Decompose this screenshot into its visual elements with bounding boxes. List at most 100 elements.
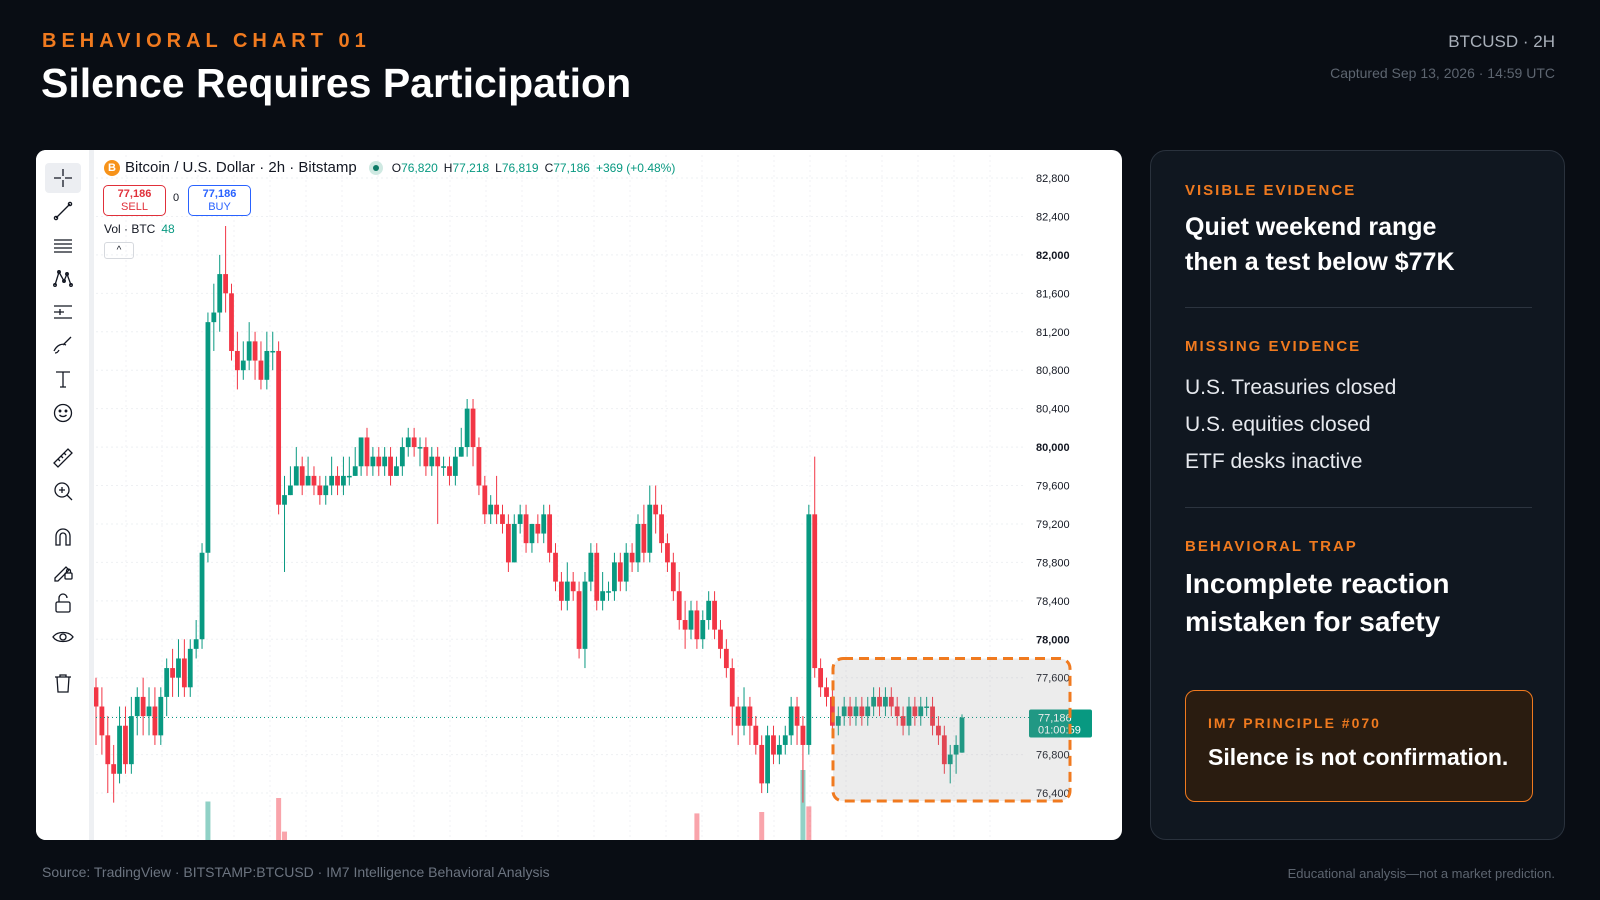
candle (193, 620, 199, 659)
candle (741, 687, 747, 736)
chart-kicker: BEHAVIORAL CHART 01 (42, 30, 371, 52)
candle (140, 677, 146, 736)
highlight-zone (831, 656, 1072, 803)
collapse-legend-button[interactable]: ^ (104, 242, 134, 259)
candle (117, 706, 122, 784)
candle (93, 677, 99, 745)
volume-label: Vol · BTC (104, 222, 156, 236)
candle (176, 639, 181, 697)
candle (936, 716, 941, 745)
candle (423, 437, 429, 476)
candle (588, 543, 594, 592)
y-tick-label: 78,400 (1036, 596, 1070, 608)
horizontal-lines-icon[interactable] (45, 230, 81, 260)
candle (953, 735, 959, 774)
y-tick-label: 78,800 (1036, 557, 1070, 569)
candle (800, 716, 806, 803)
candle (600, 571, 606, 611)
candle (723, 639, 729, 678)
candle (900, 706, 906, 736)
y-tick-label: 81,600 (1036, 288, 1070, 300)
candle (647, 485, 653, 563)
candle (700, 610, 706, 649)
volume-value: 48 (161, 222, 175, 236)
candle (930, 696, 935, 736)
market-status-icon[interactable] (368, 160, 383, 175)
candle (564, 562, 570, 611)
candle (123, 706, 128, 774)
emoji-icon[interactable] (45, 398, 81, 428)
behavioral-trap-text: Incomplete reaction mistaken for safety (1185, 568, 1450, 637)
candle (376, 447, 382, 476)
list-item: ETF desks inactive (1185, 450, 1363, 473)
volume-bar (806, 806, 812, 840)
candle (417, 437, 423, 467)
candle (399, 437, 405, 476)
candle (99, 687, 105, 755)
candle (612, 552, 617, 601)
candle (788, 696, 794, 745)
divider (1185, 307, 1532, 308)
candle (152, 687, 158, 745)
magnet-icon[interactable] (45, 522, 81, 552)
ruler-icon[interactable] (45, 443, 81, 473)
prediction-icon[interactable] (45, 297, 81, 327)
candle (447, 456, 452, 486)
y-tick-label: 82,000 (1036, 250, 1070, 262)
ohlc-open: O76,820 (391, 160, 438, 175)
y-tick-label: 79,600 (1036, 481, 1070, 493)
sell-label: SELL (121, 201, 148, 213)
trash-icon[interactable] (45, 668, 81, 698)
candle (665, 533, 670, 572)
candle (771, 725, 776, 765)
sell-button[interactable]: 77,186 SELL (103, 185, 166, 216)
candle (258, 341, 264, 390)
trend-line-icon[interactable] (45, 196, 81, 226)
volume-bar (282, 831, 288, 840)
missing-evidence-list: U.S. Treasuries closed U.S. equities clo… (1185, 369, 1396, 480)
candle (676, 571, 682, 630)
candle (246, 322, 252, 371)
candle (240, 341, 246, 380)
candle (853, 696, 859, 726)
ohlc-low: L76,819 (495, 160, 539, 175)
candle (894, 696, 900, 726)
price-chart[interactable]: 82,800 82,400 82,000 81,600 81,200 80,800 80,4… (36, 150, 1122, 840)
candle (429, 447, 435, 476)
y-tick-label: 80,000 (1036, 442, 1070, 454)
volume-bar (276, 798, 282, 840)
eye-icon[interactable] (45, 622, 81, 652)
volume-legend: Vol · BTC 48 (104, 222, 175, 236)
chart-panel[interactable]: 82,800 82,400 82,000 81,600 81,200 80,800 80,4… (36, 150, 1122, 840)
candle (829, 687, 835, 736)
ohlc-high: H77,218 (443, 160, 490, 175)
candle (505, 514, 511, 572)
symbol-title[interactable]: Bitcoin / U.S. Dollar · 2h · Bitstamp (125, 159, 357, 176)
brush-icon[interactable] (45, 330, 81, 360)
candle (270, 331, 276, 371)
sell-price: 77,186 (117, 188, 152, 200)
buy-button[interactable]: 77,186 BUY (188, 185, 251, 216)
pattern-icon[interactable] (45, 263, 81, 293)
candle (959, 714, 965, 753)
zoom-in-icon[interactable] (45, 476, 81, 506)
lock-drawings-icon[interactable] (45, 555, 81, 585)
candle (541, 504, 547, 544)
list-item: U.S. Treasuries closed (1185, 376, 1397, 399)
candle (482, 475, 488, 524)
candle (111, 744, 117, 803)
price-change: +369 (+0.48%) (595, 160, 676, 175)
unlock-icon[interactable] (45, 588, 81, 618)
candle (718, 620, 723, 659)
visible-evidence-text: Quiet weekend range then a test below $7… (1185, 213, 1455, 276)
symbol-legend: B Bitcoin / U.S. Dollar · 2h · Bitstamp … (104, 159, 675, 176)
crosshair-icon[interactable] (45, 163, 81, 193)
analysis-panel: VISIBLE EVIDENCE Quiet weekend range the… (1150, 150, 1565, 840)
text-icon[interactable] (45, 364, 81, 394)
candle (229, 283, 234, 361)
candle (623, 543, 629, 592)
candle (918, 696, 924, 726)
y-tick-label: 76,800 (1036, 750, 1070, 762)
candle (134, 687, 140, 736)
candle (670, 552, 676, 601)
